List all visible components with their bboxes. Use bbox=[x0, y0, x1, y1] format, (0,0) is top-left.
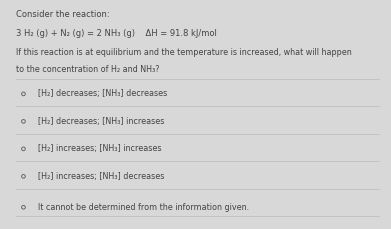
Text: It cannot be determined from the information given.: It cannot be determined from the informa… bbox=[38, 203, 249, 212]
Text: [H₂] increases; [NH₃] decreases: [H₂] increases; [NH₃] decreases bbox=[38, 172, 165, 181]
Text: 3 H₂ (g) + N₂ (g) = 2 NH₃ (g)    ΔH = 91.8 kJ/mol: 3 H₂ (g) + N₂ (g) = 2 NH₃ (g) ΔH = 91.8 … bbox=[16, 29, 217, 38]
Text: [H₂] increases; [NH₃] increases: [H₂] increases; [NH₃] increases bbox=[38, 144, 162, 153]
Text: If this reaction is at equilibrium and the temperature is increased, what will h: If this reaction is at equilibrium and t… bbox=[16, 48, 352, 57]
Text: [H₂] decreases; [NH₃] decreases: [H₂] decreases; [NH₃] decreases bbox=[38, 89, 168, 98]
Text: to the concentration of H₂ and NH₃?: to the concentration of H₂ and NH₃? bbox=[16, 65, 159, 74]
Text: Consider the reaction:: Consider the reaction: bbox=[16, 10, 109, 19]
Text: [H₂] decreases; [NH₃] increases: [H₂] decreases; [NH₃] increases bbox=[38, 117, 165, 126]
